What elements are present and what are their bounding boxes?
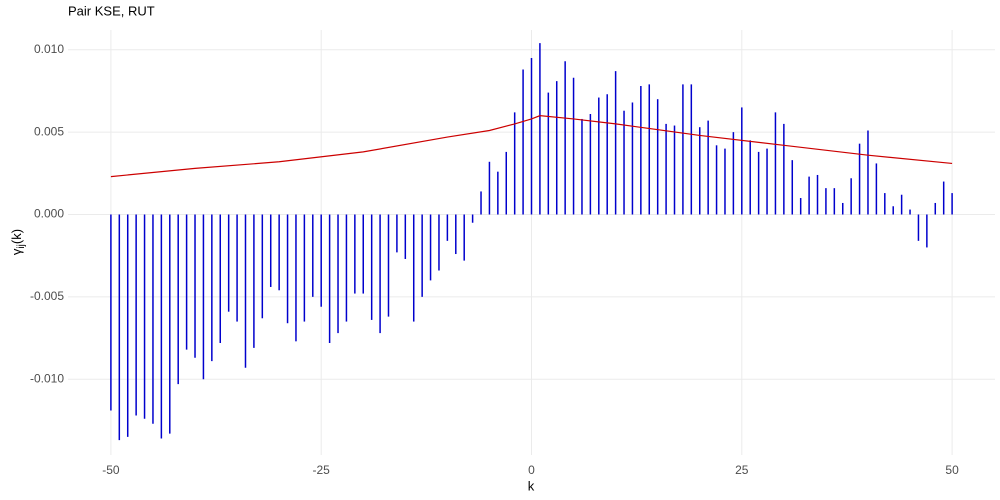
x-tick-label: 50 [945, 463, 959, 477]
x-tick-label: -25 [313, 463, 331, 477]
y-tick-label: -0.005 [30, 289, 64, 303]
x-tick-label: -50 [102, 463, 120, 477]
x-tick-label: 0 [528, 463, 535, 477]
line [110, 115, 953, 178]
y-axis-argument: (k) [9, 229, 24, 244]
y-tick-label: 0.010 [34, 42, 64, 56]
y-axis-symbol: γ [9, 248, 24, 255]
x-tick-label: 25 [735, 463, 749, 477]
y-tick-label: 0.005 [34, 124, 64, 138]
y-tick-label: -0.010 [30, 371, 64, 385]
y-axis-subscript: ij [16, 244, 27, 248]
y-tick-label: 0.000 [34, 207, 64, 221]
x-axis-title: k [528, 478, 535, 493]
chart-title: Pair KSE, RUT [68, 3, 155, 18]
y-axis-title: γij(k) [9, 229, 26, 255]
